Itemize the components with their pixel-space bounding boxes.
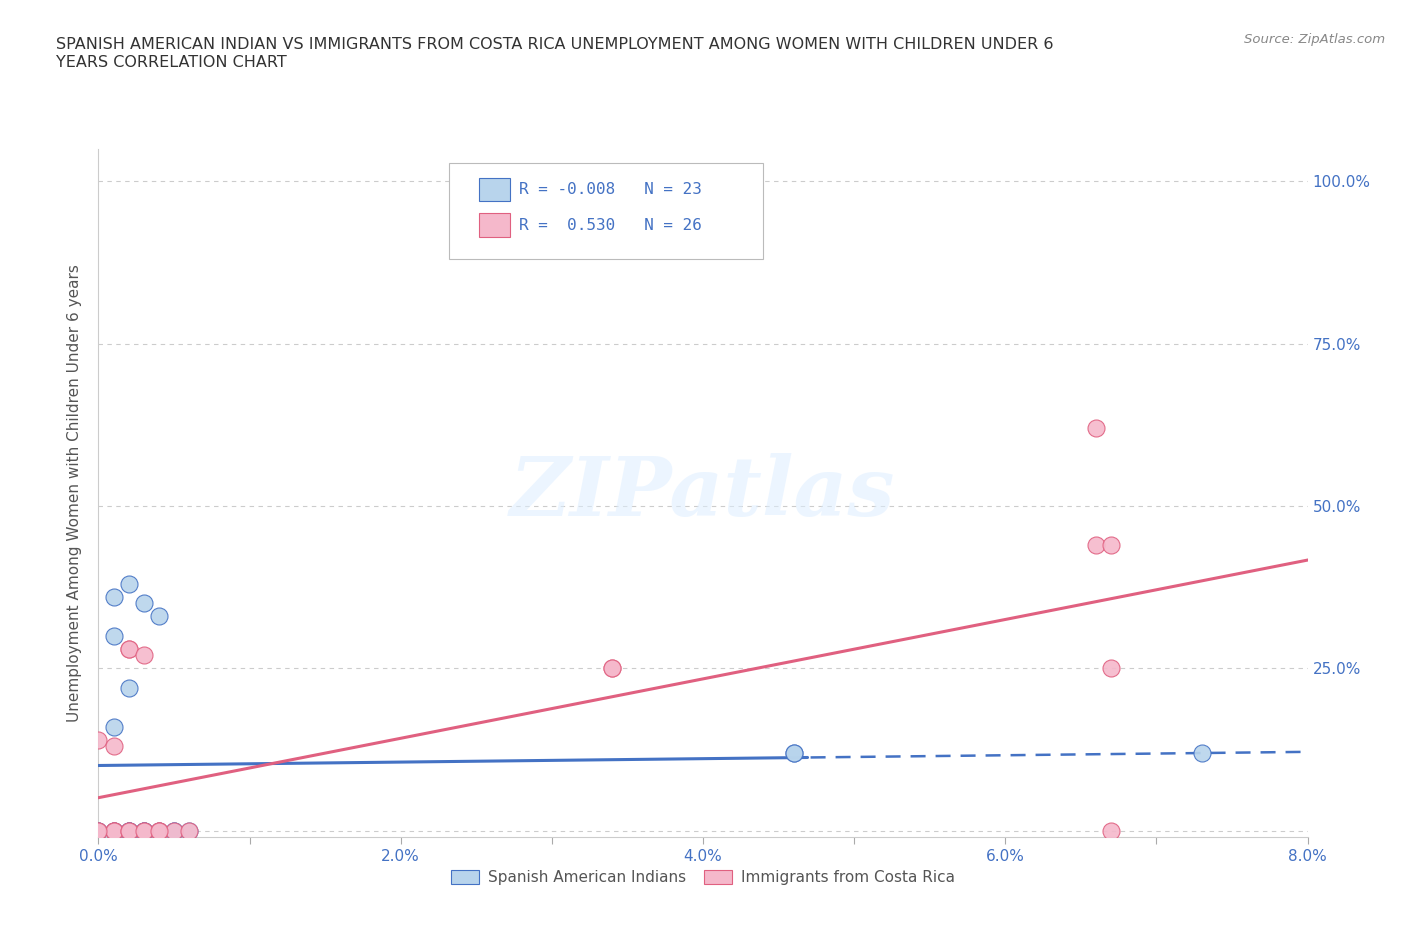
Point <box>1085 420 1108 435</box>
Bar <box>479 214 509 237</box>
Point <box>179 823 201 838</box>
Point <box>103 719 125 734</box>
Point <box>132 823 155 838</box>
FancyBboxPatch shape <box>449 163 763 259</box>
Point <box>1099 538 1122 552</box>
Point <box>87 732 110 747</box>
Point <box>103 823 125 838</box>
Point <box>118 823 141 838</box>
Bar <box>479 178 509 201</box>
Point <box>602 660 624 675</box>
Point <box>132 823 155 838</box>
Point <box>148 823 170 838</box>
Point <box>118 577 141 591</box>
Point <box>132 648 155 663</box>
Point <box>118 680 141 695</box>
Point <box>103 823 125 838</box>
Point <box>1085 538 1108 552</box>
Point <box>103 590 125 604</box>
Point <box>118 642 141 657</box>
Point <box>87 823 110 838</box>
Point <box>148 823 170 838</box>
Point <box>103 629 125 644</box>
Point <box>163 823 186 838</box>
Point <box>118 823 141 838</box>
Point <box>783 745 806 760</box>
Point <box>163 823 186 838</box>
Point <box>132 823 155 838</box>
Point <box>179 823 201 838</box>
Text: Source: ZipAtlas.com: Source: ZipAtlas.com <box>1244 33 1385 46</box>
Point <box>87 823 110 838</box>
Point <box>783 745 806 760</box>
Point <box>87 823 110 838</box>
Point <box>1099 823 1122 838</box>
Point <box>148 609 170 624</box>
Point <box>103 823 125 838</box>
Point <box>132 823 155 838</box>
Text: ZIPatlas: ZIPatlas <box>510 453 896 533</box>
Legend: Spanish American Indians, Immigrants from Costa Rica: Spanish American Indians, Immigrants fro… <box>444 864 962 891</box>
Text: R = -0.008   N = 23: R = -0.008 N = 23 <box>519 182 702 197</box>
Point <box>602 660 624 675</box>
Text: SPANISH AMERICAN INDIAN VS IMMIGRANTS FROM COSTA RICA UNEMPLOYMENT AMONG WOMEN W: SPANISH AMERICAN INDIAN VS IMMIGRANTS FR… <box>56 37 1053 70</box>
Point <box>132 596 155 611</box>
Point <box>118 823 141 838</box>
Point <box>132 823 155 838</box>
Point <box>1191 745 1213 760</box>
Y-axis label: Unemployment Among Women with Children Under 6 years: Unemployment Among Women with Children U… <box>67 264 83 722</box>
Point <box>1099 660 1122 675</box>
Point <box>163 823 186 838</box>
Point <box>148 823 170 838</box>
Text: R =  0.530   N = 26: R = 0.530 N = 26 <box>519 218 702 232</box>
Point <box>118 823 141 838</box>
Point <box>118 642 141 657</box>
Point <box>87 823 110 838</box>
Point <box>103 823 125 838</box>
Point <box>103 823 125 838</box>
Point <box>148 823 170 838</box>
Point <box>103 738 125 753</box>
Point <box>118 823 141 838</box>
